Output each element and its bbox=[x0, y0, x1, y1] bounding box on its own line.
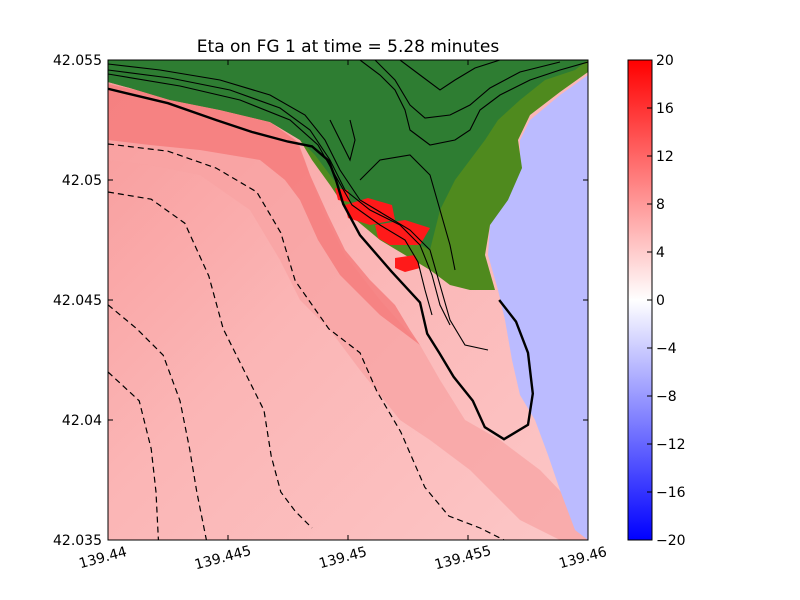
colorbar-tick-label: −4 bbox=[656, 341, 677, 357]
colorbar: 20 16 12 8 4 0 −4 −8 −12 −16 −20 bbox=[627, 53, 686, 549]
colorbar-tick-label: 0 bbox=[656, 293, 665, 309]
eta-field bbox=[108, 60, 588, 540]
colorbar-tick-label: −12 bbox=[656, 437, 686, 453]
colorbar-tick-label: 12 bbox=[656, 149, 674, 165]
x-tick-label: 139.455 bbox=[433, 543, 493, 573]
shoreline-contour bbox=[108, 87, 535, 441]
y-tick-label: 42.04 bbox=[62, 413, 102, 429]
inundation-band bbox=[108, 84, 588, 540]
land-contour bbox=[108, 63, 489, 351]
x-tick-label: 139.45 bbox=[317, 544, 368, 572]
topo-contours bbox=[108, 60, 588, 540]
land-contour bbox=[374, 60, 561, 119]
depth-contour bbox=[108, 143, 505, 540]
land-contour bbox=[329, 119, 356, 162]
y-tick-label: 42.035 bbox=[53, 533, 102, 549]
depth-contour bbox=[108, 191, 313, 529]
colorbar-tick-label: −20 bbox=[656, 533, 686, 549]
y-tick-label: 42.055 bbox=[53, 53, 102, 69]
colorbar-tick-label: 16 bbox=[656, 101, 674, 117]
depth-contour bbox=[108, 304, 207, 540]
land-contour bbox=[359, 154, 456, 271]
dry-region bbox=[488, 60, 588, 540]
colorbar-tick-label: 4 bbox=[656, 245, 665, 261]
hot-spot bbox=[375, 220, 430, 245]
land-contour bbox=[399, 60, 501, 91]
land-contour bbox=[359, 60, 588, 146]
y-tick-label: 42.045 bbox=[53, 293, 102, 309]
depth-contour bbox=[108, 371, 159, 540]
colorbar-tick-label: −16 bbox=[656, 485, 686, 501]
y-tick-label: 42.05 bbox=[62, 173, 102, 189]
colorbar-tick-label: 20 bbox=[656, 53, 674, 69]
x-tick-label: 139.445 bbox=[193, 543, 253, 573]
chart-title: Eta on FG 1 at time = 5.28 minutes bbox=[197, 37, 500, 57]
y-axis: 42.035 42.04 42.045 42.05 42.055 bbox=[53, 53, 588, 549]
colorbar-tick-label: −8 bbox=[656, 389, 677, 405]
colorbar-tick-label: 8 bbox=[656, 197, 665, 213]
hot-spot bbox=[395, 255, 420, 272]
land-contour bbox=[108, 73, 433, 316]
x-tick-label: 139.46 bbox=[557, 544, 609, 572]
land-contour bbox=[108, 69, 451, 326]
hot-spot bbox=[345, 198, 395, 225]
